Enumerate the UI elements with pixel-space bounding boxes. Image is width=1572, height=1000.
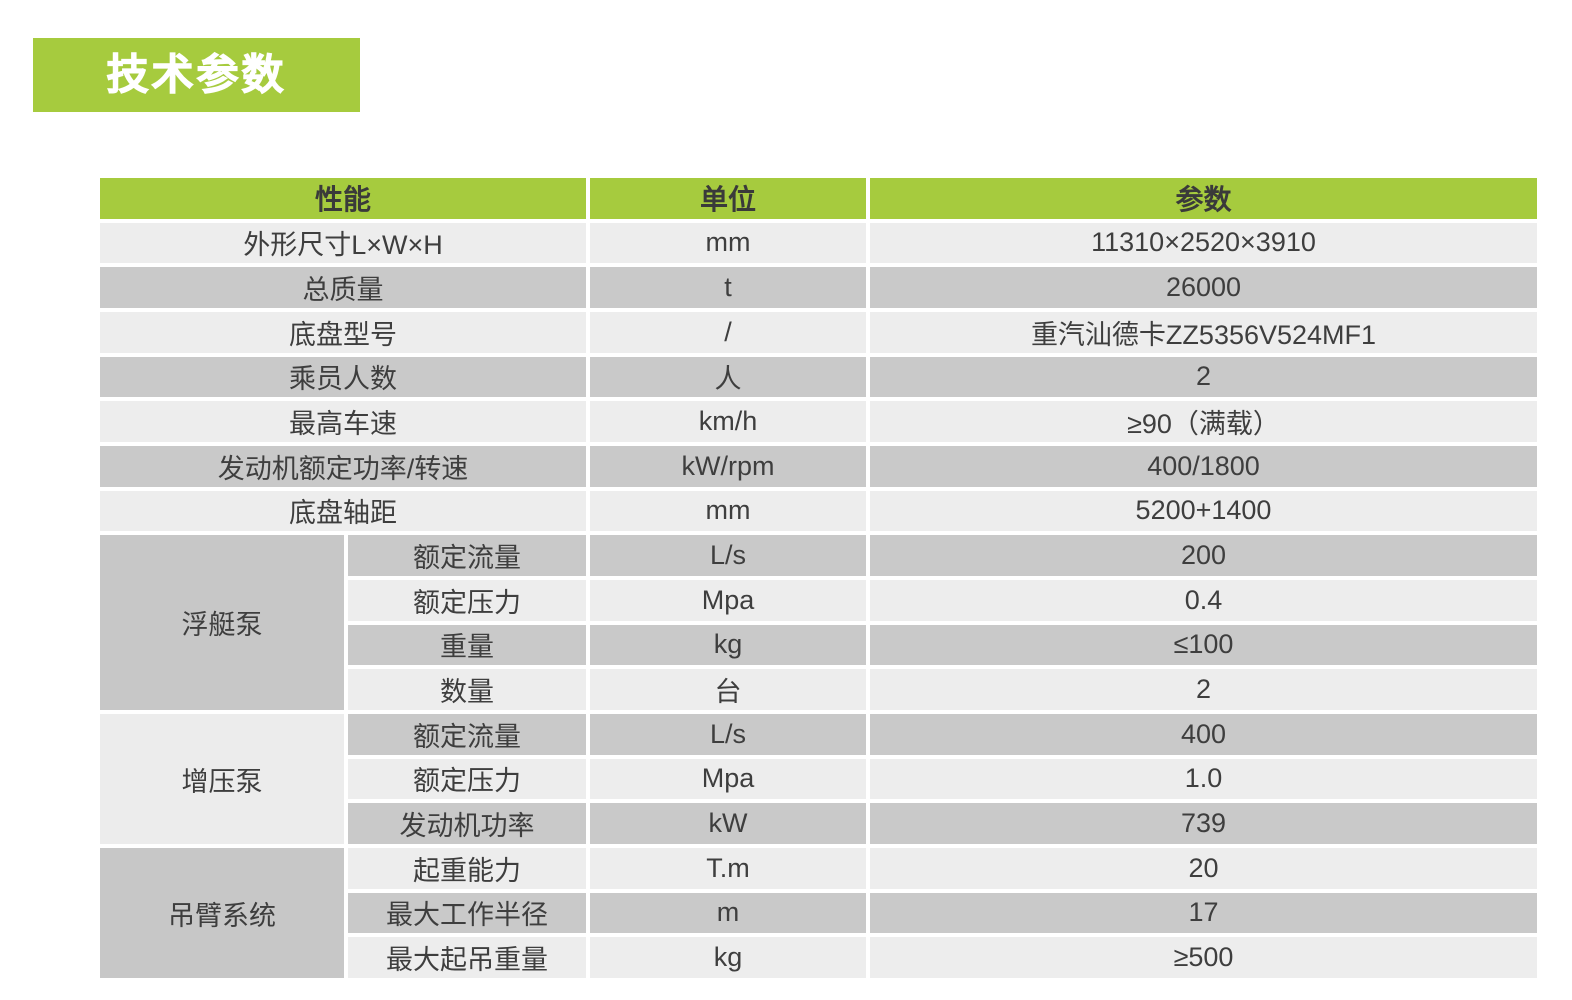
row-value: 2 xyxy=(870,669,1537,710)
row-value: 739 xyxy=(870,803,1537,844)
section-title-box: 技术参数 xyxy=(33,38,360,112)
row-value: 5200+1400 xyxy=(870,490,1537,532)
row-unit: kg xyxy=(590,937,866,978)
row-label: 外形尺寸L×W×H xyxy=(100,222,586,264)
row-value: 0.4 xyxy=(870,580,1537,621)
row-value: 200 xyxy=(870,535,1537,576)
row-value: 1.0 xyxy=(870,758,1537,800)
row-unit: kW xyxy=(590,803,866,844)
row-value: 重汽汕德卡ZZ5356V524MF1 xyxy=(870,312,1537,353)
row-unit: m xyxy=(590,892,866,934)
row-unit: km/h xyxy=(590,401,866,442)
row-unit: L/s xyxy=(590,714,866,755)
row-value: 400 xyxy=(870,714,1537,755)
row-value: 20 xyxy=(870,848,1537,889)
row-value: ≤100 xyxy=(870,624,1537,666)
row-value: 17 xyxy=(870,892,1537,934)
row-label: 总质量 xyxy=(100,267,586,308)
row-unit: L/s xyxy=(590,535,866,576)
row-value: ≥500 xyxy=(870,937,1537,978)
row-label: 底盘型号 xyxy=(100,312,586,353)
row-unit: T.m xyxy=(590,848,866,889)
row-unit: Mpa xyxy=(590,580,866,621)
header-value: 参数 xyxy=(870,178,1537,219)
group-cell-boom-system: 吊臂系统 xyxy=(100,848,344,978)
row-unit: t xyxy=(590,267,866,308)
row-unit: 台 xyxy=(590,669,866,710)
row-unit: / xyxy=(590,312,866,353)
row-value: ≥90（满载） xyxy=(870,401,1537,442)
row-unit: kW/rpm xyxy=(590,446,866,487)
row-label: 发动机额定功率/转速 xyxy=(100,446,586,487)
row-label: 额定压力 xyxy=(348,758,586,800)
row-label: 发动机功率 xyxy=(348,803,586,844)
group-cell-booster-pump: 增压泵 xyxy=(100,714,344,844)
row-value: 26000 xyxy=(870,267,1537,308)
row-value: 11310×2520×3910 xyxy=(870,222,1537,264)
row-label: 额定压力 xyxy=(348,580,586,621)
row-unit: mm xyxy=(590,490,866,532)
row-unit: Mpa xyxy=(590,758,866,800)
row-label: 最大工作半径 xyxy=(348,892,586,934)
row-label: 最大起吊重量 xyxy=(348,937,586,978)
row-label: 最高车速 xyxy=(100,401,586,442)
group-cell-float-pump: 浮艇泵 xyxy=(100,535,344,710)
row-label: 数量 xyxy=(348,669,586,710)
spec-table: 性能 单位 参数 外形尺寸L×W×H mm 11310×2520×3910 总质… xyxy=(100,178,1537,978)
header-unit: 单位 xyxy=(590,178,866,219)
row-value: 400/1800 xyxy=(870,446,1537,487)
row-unit: 人 xyxy=(590,356,866,398)
row-value: 2 xyxy=(870,356,1537,398)
header-performance: 性能 xyxy=(100,178,586,219)
row-unit: kg xyxy=(590,624,866,666)
row-label: 重量 xyxy=(348,624,586,666)
row-unit: mm xyxy=(590,222,866,264)
row-label: 额定流量 xyxy=(348,714,586,755)
page-title: 技术参数 xyxy=(106,51,287,98)
row-label: 底盘轴距 xyxy=(100,490,586,532)
row-label: 起重能力 xyxy=(348,848,586,889)
row-label: 乘员人数 xyxy=(100,356,586,398)
row-label: 额定流量 xyxy=(348,535,586,576)
